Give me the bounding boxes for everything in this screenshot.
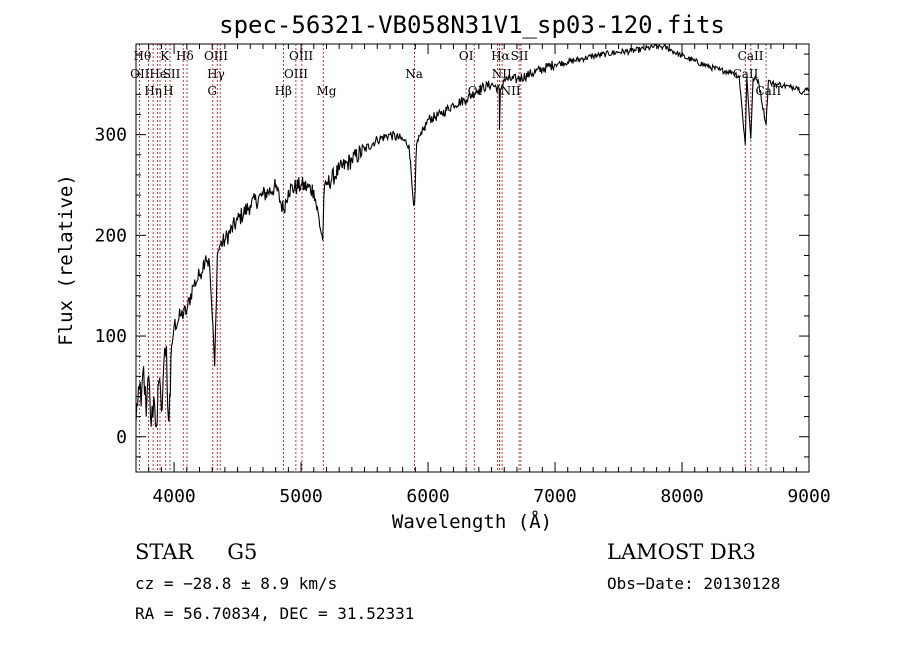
axis-ticks: 4000 5000 6000 7000 8000 9000 0 100 200 300 xyxy=(94,44,831,507)
x-tick-label: 6000 xyxy=(406,486,449,507)
spectral-line-label: H xyxy=(163,84,173,98)
x-tick-label: 7000 xyxy=(533,486,576,507)
y-tick-label: 100 xyxy=(94,326,127,347)
x-tick-label: 8000 xyxy=(660,486,703,507)
spectral-line-markers xyxy=(138,44,767,472)
subclass-value: G5 xyxy=(227,540,258,564)
spectral-line-label: Na xyxy=(405,67,423,81)
spectrum-series-line xyxy=(135,43,810,428)
y-tick-label: 300 xyxy=(94,125,127,146)
chart-title: spec-56321-VB058N31V1_sp03-120.fits xyxy=(219,11,725,39)
obs-date-readout: Obs−Date: 20130128 xyxy=(607,574,781,593)
spectral-line-label: OIII xyxy=(284,67,308,81)
spectral-line-label: Hθ xyxy=(133,49,151,63)
x-tick-label: 5000 xyxy=(279,486,322,507)
spectral-line-label: SII xyxy=(511,49,529,63)
class-value: STAR xyxy=(135,540,194,564)
spectral-line-label: Mg xyxy=(316,84,336,98)
spectral-line-label: Hβ xyxy=(275,84,292,98)
spectral-line-label: CaII xyxy=(738,49,764,63)
spectral-line-label: OIII xyxy=(289,49,313,63)
spectral-line-label: CaII xyxy=(755,84,781,98)
spectral-line-label: Hα xyxy=(491,49,510,63)
spectral-line-label: OI xyxy=(459,49,474,63)
spectral-line-label: Hδ xyxy=(176,49,194,63)
spectral-line-label: SII xyxy=(163,67,181,81)
spectral-line-label: NII xyxy=(501,84,521,98)
x-tick-label: 9000 xyxy=(787,486,830,507)
object-class: STAR G5 xyxy=(135,540,257,564)
survey-name: LAMOST DR3 xyxy=(607,540,756,564)
spectral-line-label: K xyxy=(160,49,170,63)
redshift-readout: cz = −28.8 ± 8.9 km/s xyxy=(135,574,338,593)
y-axis-label: Flux (relative) xyxy=(55,174,77,346)
x-tick-label: 4000 xyxy=(152,486,195,507)
coordinates-readout: RA = 56.70834, DEC = 31.52331 xyxy=(135,604,415,623)
spectral-line-label: He xyxy=(149,67,167,81)
spectral-line-label: G xyxy=(207,84,217,98)
y-tick-label: 0 xyxy=(116,427,127,448)
plot-frame xyxy=(135,43,810,473)
x-axis-label: Wavelength (Å) xyxy=(392,510,552,533)
y-tick-label: 200 xyxy=(94,225,127,246)
spectral-line-label: Hη xyxy=(144,84,162,98)
spectral-line-label: OIII xyxy=(204,49,228,63)
spectral-line-label: Hγ xyxy=(207,67,225,81)
spectral-line-label: NII xyxy=(492,67,512,81)
